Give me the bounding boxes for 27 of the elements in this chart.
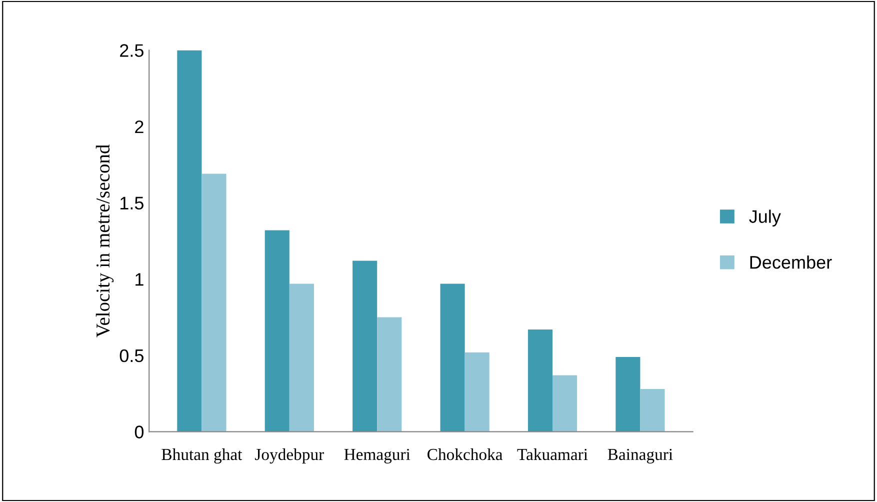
y-axis-title: Velocity in metre/second (96, 144, 114, 338)
x-tick-label: Joydebpur (255, 448, 324, 464)
bar (264, 230, 290, 432)
bar (552, 375, 578, 432)
x-tick-label: Chokchoka (428, 448, 503, 460)
bar (464, 352, 490, 432)
y-tick-label: 1.5 (120, 196, 144, 210)
y-tick-label: 2 (135, 120, 144, 134)
legend-label: December (750, 256, 832, 269)
bar (289, 284, 314, 432)
bar (528, 329, 553, 432)
x-tick-label: Takuamari (517, 448, 588, 460)
bar (352, 260, 378, 432)
y-tick-label: 2.5 (120, 44, 144, 57)
bar (440, 284, 465, 432)
bar (377, 317, 402, 432)
y-tick-label: 0.5 (120, 349, 144, 362)
legend-label: July (749, 210, 781, 227)
x-tick-label: Hemaguri (344, 448, 410, 464)
bar (202, 174, 226, 432)
bar (640, 388, 665, 432)
x-tick-label: Bhutan ghat (162, 448, 242, 464)
y-tick-label: 1 (136, 273, 144, 286)
x-tick-label: Bainaguri (608, 448, 673, 464)
bar (616, 356, 640, 432)
y-tick-label: 0 (134, 426, 144, 438)
bar (177, 50, 202, 432)
